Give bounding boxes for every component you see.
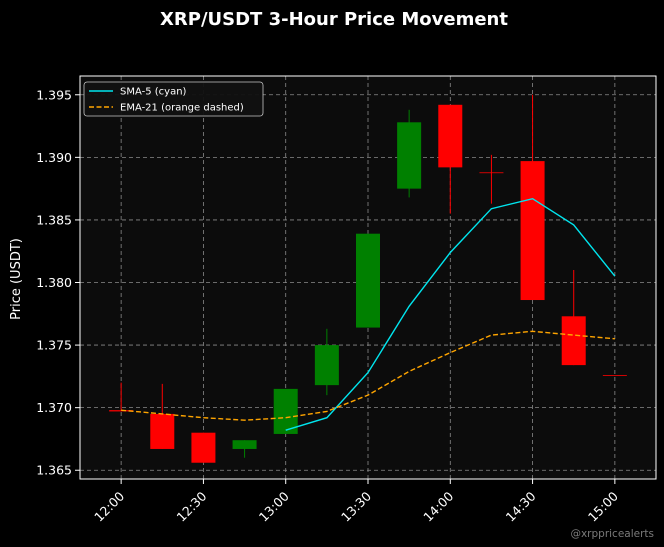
y-tick-label: 1.380 [36,275,72,290]
candle-body [520,161,545,301]
candlesticks [109,94,627,463]
ema-line [121,330,615,421]
candle-body [561,316,586,366]
legend-label: SMA-5 (cyan) [120,87,187,98]
indicator-lines [121,197,616,431]
y-tick-label: 1.375 [36,338,72,353]
sma-line [285,197,616,431]
legend-box [83,81,264,117]
y-tick-label: 1.395 [36,87,72,102]
y-axis: 1.365 1.370 1.375 1.380 1.385 1.390 1.395 [36,87,80,478]
candle-body [314,345,339,386]
watermark: @xrppricealerts [570,528,654,540]
candle-body [479,172,504,174]
candle-body [150,413,175,449]
candle-body [602,375,627,376]
candle-body [191,432,216,463]
candle-body [232,440,257,449]
candle-body [273,388,298,434]
y-tick-label: 1.390 [36,150,72,165]
legend: SMA-5 (cyan) EMA-21 (orange dashed) [83,81,264,117]
candle-body [356,233,380,328]
legend-label: EMA-21 (orange dashed) [120,103,244,114]
chart-title: XRP/USDT 3-Hour Price Movement [160,9,508,30]
candle-body [397,122,422,189]
y-tick-label: 1.365 [36,463,72,478]
grid-lines [80,76,656,479]
y-tick-label: 1.385 [36,212,72,227]
candle-body [438,104,463,168]
y-tick-label: 1.370 [36,400,72,415]
y-axis-title: Price (USDT) [9,238,24,320]
